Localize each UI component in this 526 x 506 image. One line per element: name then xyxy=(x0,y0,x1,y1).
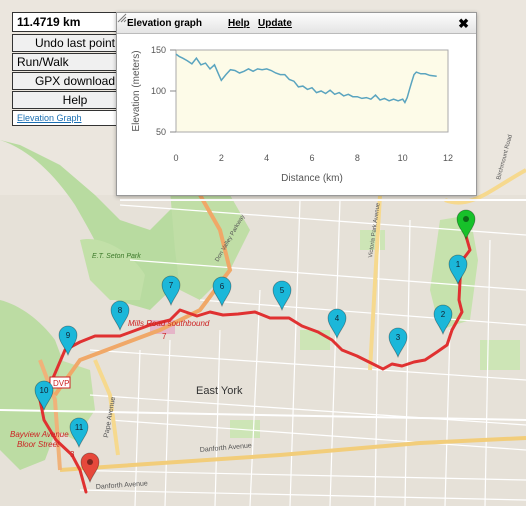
x-tick-label: 0 xyxy=(173,153,178,163)
route-number-3: 3 xyxy=(70,450,75,459)
km-marker-5[interactable]: 5 xyxy=(272,280,292,312)
km-marker-10[interactable]: 10 xyxy=(34,380,54,412)
svg-text:1: 1 xyxy=(456,260,461,269)
km-marker-8[interactable]: 8 xyxy=(110,300,130,332)
km-marker-11[interactable]: 11 xyxy=(69,417,89,449)
y-tick-label: 50 xyxy=(156,127,166,137)
svg-text:7: 7 xyxy=(169,281,174,290)
panel-header[interactable]: Elevation graph Help Update ✖ xyxy=(117,13,476,34)
x-axis-label: Distance (km) xyxy=(281,173,343,184)
label-bloor: Bloor Street xyxy=(17,440,60,449)
route-number-7: 7 xyxy=(162,332,167,341)
y-axis-label: Elevation (meters) xyxy=(131,50,142,131)
svg-text:10: 10 xyxy=(40,386,49,395)
km-marker-1[interactable]: 1 xyxy=(448,254,468,286)
label-bayview: Bayview Avenue xyxy=(10,430,69,439)
svg-text:8: 8 xyxy=(118,306,123,315)
svg-text:9: 9 xyxy=(66,331,71,340)
ravine-west xyxy=(0,300,70,470)
svg-text:2: 2 xyxy=(441,310,446,319)
elevation-series-line xyxy=(175,53,437,105)
x-tick-label: 6 xyxy=(309,153,314,163)
dvp-shield: DVP xyxy=(49,376,71,389)
elevation-chart: 0 2 4 6 8 10 12 50 100 150 Distance (km) Elevati… xyxy=(131,45,453,184)
elevation-panel[interactable]: 0 2 4 6 8 10 12 50 100 150 Distance (km) Elevati… xyxy=(116,12,477,196)
svg-text:5: 5 xyxy=(280,286,285,295)
elevation-graph-link[interactable]: Elevation Graph xyxy=(12,110,138,126)
label-seton: E.T. Seton Park xyxy=(92,253,141,260)
km-marker-2[interactable]: 2 xyxy=(433,304,453,336)
svg-text:11: 11 xyxy=(75,423,84,432)
panel-help-link[interactable]: Help xyxy=(228,18,250,29)
svg-text:DVP: DVP xyxy=(53,379,69,388)
ravine-mid xyxy=(170,190,250,300)
km-marker-7[interactable]: 7 xyxy=(161,275,181,307)
x-tick-label: 4 xyxy=(264,153,269,163)
end-marker[interactable] xyxy=(80,452,100,484)
km-marker-6[interactable]: 6 xyxy=(212,276,232,308)
panel-title: Elevation graph xyxy=(127,18,203,29)
panel-update-link[interactable]: Update xyxy=(258,18,292,29)
km-marker-9[interactable]: 9 xyxy=(58,325,78,357)
svg-text:3: 3 xyxy=(396,333,401,342)
svg-text:6: 6 xyxy=(220,282,225,291)
km-marker-3[interactable]: 3 xyxy=(388,327,408,359)
undo-button[interactable]: Undo last point xyxy=(12,34,138,52)
mode-select-value: Run/Walk xyxy=(17,55,69,69)
gpx-download-button[interactable]: GPX download xyxy=(12,72,138,90)
start-marker[interactable] xyxy=(456,209,476,241)
x-tick-label: 2 xyxy=(219,153,224,163)
km-marker-4[interactable]: 4 xyxy=(327,308,347,340)
label-danforth: Danforth Avenue xyxy=(200,442,253,454)
y-tick-label: 150 xyxy=(151,45,166,55)
y-tick-label: 100 xyxy=(151,86,166,96)
ravine-north xyxy=(0,140,225,310)
x-tick-label: 8 xyxy=(355,153,360,163)
label-east-york: East York xyxy=(196,385,243,397)
x-tick-label: 10 xyxy=(398,153,408,163)
label-danforth-2: Danforth Avenue xyxy=(96,480,148,491)
resize-grip-icon[interactable] xyxy=(117,13,127,23)
park-seton xyxy=(80,239,145,300)
label-mills-road: Mills Road southbound xyxy=(128,319,210,328)
close-icon[interactable]: ✖ xyxy=(458,16,469,31)
x-tick-label: 12 xyxy=(443,153,453,163)
svg-text:4: 4 xyxy=(335,314,340,323)
